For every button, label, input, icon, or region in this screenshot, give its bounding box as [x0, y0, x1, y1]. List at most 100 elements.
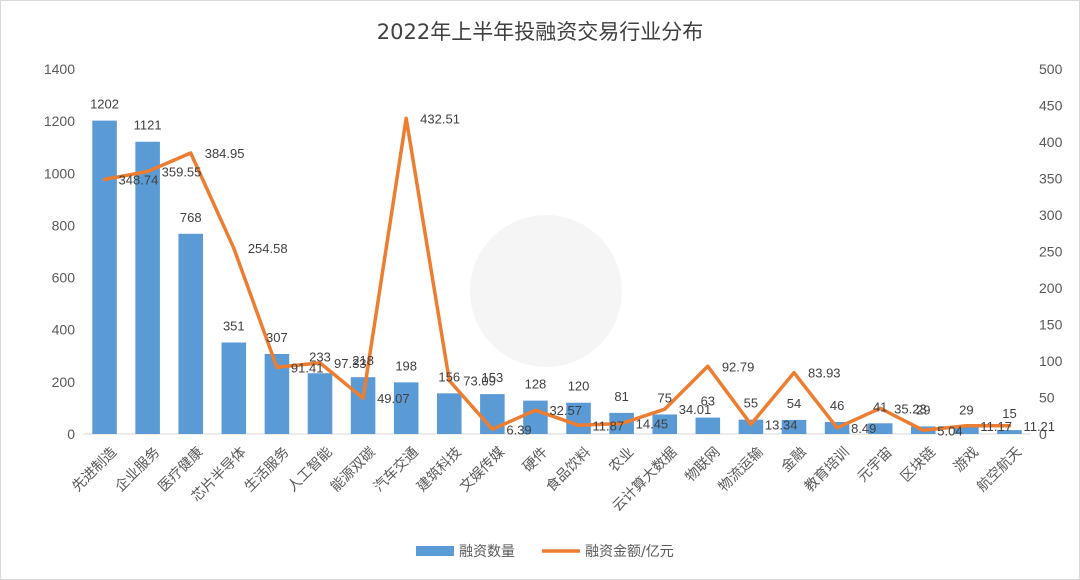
y-right-tick-label: 450 — [1039, 98, 1063, 114]
line-point — [835, 426, 839, 430]
line-path — [102, 116, 1012, 433]
category-label: 物联网 — [682, 444, 723, 485]
bar-data-label: 198 — [395, 358, 417, 373]
line-data-label: 11.87 — [593, 418, 625, 433]
line-data-label: 11.21 — [1023, 419, 1055, 434]
line-point — [232, 246, 236, 250]
line-point — [663, 407, 667, 411]
category-label: 区块链 — [898, 444, 939, 485]
y-left-tick-label: 0 — [67, 426, 75, 442]
line-data-label: 97.33 — [334, 356, 367, 371]
bar — [566, 402, 591, 434]
y-right-tick-label: 350 — [1039, 171, 1063, 187]
bar-data-label: 307 — [266, 330, 288, 345]
line-point — [361, 396, 365, 400]
category-label: 能源双碳 — [328, 444, 379, 495]
line-data-label: 73.09 — [463, 374, 496, 389]
line-data-label: 49.07 — [377, 391, 410, 406]
line-point — [447, 379, 451, 383]
bar — [523, 400, 548, 434]
bar-data-label: 81 — [614, 389, 628, 404]
y-left-tick-label: 1400 — [44, 61, 75, 77]
bar-data-label: 1121 — [134, 118, 162, 133]
line-point — [878, 406, 882, 410]
line-point — [533, 408, 537, 412]
line-point — [749, 422, 753, 426]
line-point — [1007, 424, 1011, 428]
watermark-logo — [470, 215, 622, 367]
y-right-tick-label: 0 — [1039, 426, 1047, 442]
bar-data-label: 153 — [482, 370, 504, 385]
line-data-label: 359.55 — [162, 165, 202, 180]
line-data-label: 35.23 — [894, 401, 927, 416]
bar-data-label: 41 — [873, 399, 887, 414]
line-point — [964, 424, 968, 428]
y-right-tick-label: 400 — [1039, 134, 1063, 150]
line-data-label: 254.58 — [248, 241, 288, 256]
y-right-tick-label: 250 — [1039, 244, 1063, 260]
line-data-label: 91.41 — [291, 360, 324, 375]
bar — [867, 423, 893, 434]
line-point — [404, 116, 408, 120]
bar-data-label: 63 — [701, 394, 715, 409]
category-label: 硬件 — [520, 444, 551, 475]
category-label: 先进制造 — [69, 444, 120, 495]
bar — [178, 233, 204, 434]
y-left-tick-label: 800 — [52, 217, 76, 233]
bar-data-label: 54 — [787, 396, 801, 411]
bar — [393, 382, 419, 434]
line-data-label: 92.79 — [722, 359, 755, 374]
line-point — [490, 427, 494, 431]
line-data-label: 32.57 — [549, 403, 582, 418]
y-left-tick-label: 1000 — [44, 165, 75, 181]
data-labels: 1202 1121 768 351 307 233 218 198 156 153 128 120 81… — [90, 97, 1055, 439]
legend-label-line: 融资金额/亿元 — [585, 544, 674, 560]
line-data-label: 5.04 — [937, 423, 962, 438]
bar-data-label: 55 — [744, 396, 758, 411]
bar — [652, 414, 678, 434]
category-labels: 先进制造企业服务医疗健康芯片半导体生活服务人工智能能源双碳汽车交通建筑科技文娱传… — [69, 444, 1025, 515]
bar-data-label: 233 — [309, 349, 331, 364]
line-point — [706, 364, 710, 368]
line-data-label: 384.95 — [205, 146, 245, 161]
y-left-tick-label: 200 — [52, 374, 76, 390]
bar-data-label: 768 — [180, 210, 202, 225]
category-label: 游戏 — [951, 444, 982, 475]
axes: 0 200 400 600 800 1000 1200 1400 0 50 100 150 200 250… — [44, 61, 1063, 442]
bar — [221, 342, 247, 434]
line-point — [275, 365, 279, 369]
category-label: 航空航天 — [974, 444, 1025, 495]
line-point — [318, 361, 322, 365]
line-point — [146, 170, 150, 174]
line-point — [189, 151, 193, 155]
y-left-tick-label: 400 — [52, 322, 76, 338]
bar-data-label: 29 — [916, 402, 930, 417]
y-right-tick-label: 200 — [1039, 280, 1063, 296]
bar-data-label: 218 — [352, 353, 374, 368]
y-right-tick-label: 100 — [1039, 353, 1063, 369]
bar-data-label: 351 — [223, 318, 245, 333]
bar — [92, 120, 117, 434]
category-label: 食品饮料 — [543, 444, 595, 496]
line-data-label: 13.34 — [765, 417, 798, 432]
line-data-label: 14.45 — [636, 416, 669, 431]
y-left-tick-label: 1200 — [44, 113, 75, 129]
line-series — [102, 116, 1012, 433]
bar — [135, 141, 160, 434]
line-data-label: 348.74 — [119, 172, 159, 187]
legend: 融资数量 融资金额/亿元 — [416, 544, 674, 560]
y-right-tick-label: 500 — [1039, 61, 1063, 77]
category-label: 农业 — [606, 444, 637, 475]
line-data-label: 432.51 — [420, 111, 460, 126]
legend-label-bar: 融资数量 — [459, 544, 515, 560]
category-label: 金融 — [778, 444, 809, 475]
y-left-tick-label: 600 — [52, 270, 76, 286]
bar-data-label: 1202 — [90, 97, 119, 112]
bar — [436, 393, 462, 434]
category-label: 教育培训 — [802, 444, 853, 495]
category-label: 建筑科技 — [414, 444, 465, 495]
bar-data-label: 29 — [959, 402, 973, 417]
line-point — [577, 423, 581, 427]
bar-data-label: 156 — [438, 369, 460, 384]
